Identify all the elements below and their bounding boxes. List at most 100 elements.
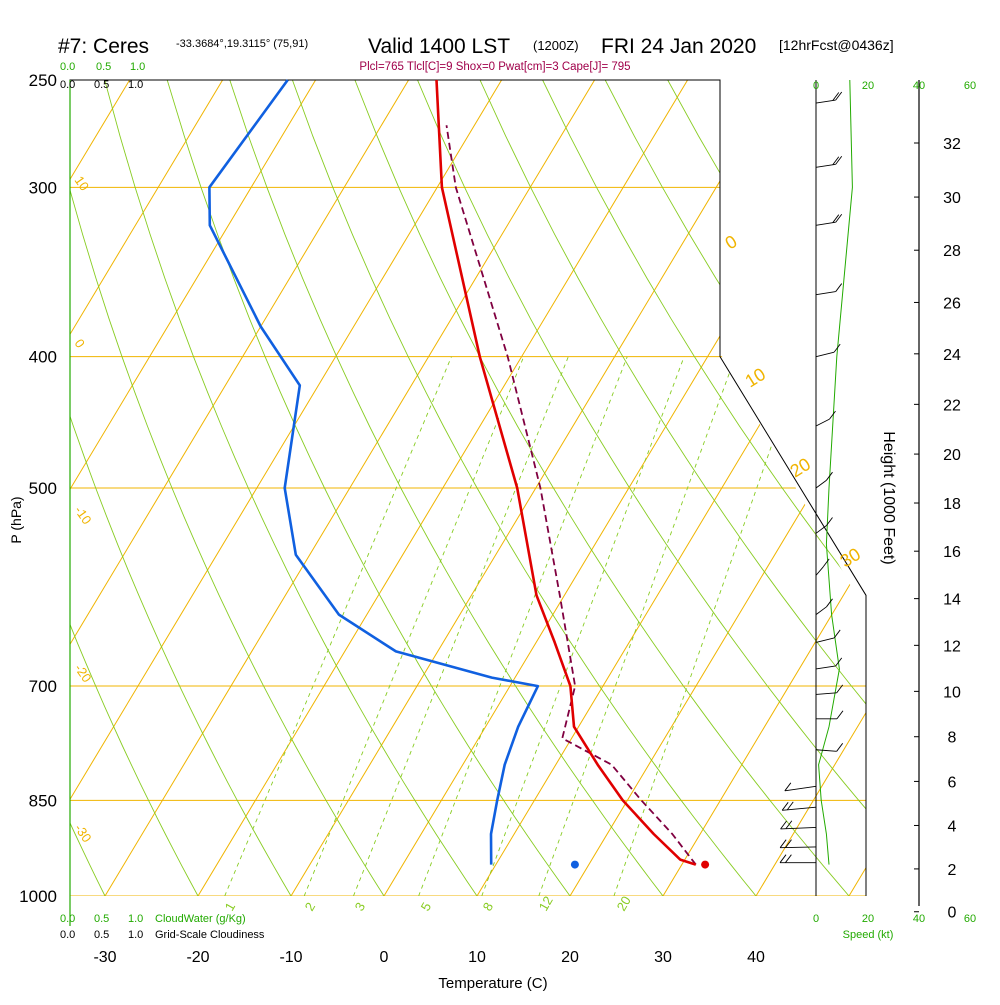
cloud-scale-bottom-green-1: 0.5 (94, 913, 109, 925)
temp-tick--10: -10 (279, 949, 302, 966)
mixing-label-20: 20 (614, 893, 634, 913)
wind-barb-flag-8-0 (822, 558, 830, 568)
temp-tick-10: 10 (468, 949, 486, 966)
speed-scale-bottom-40: 40 (913, 913, 925, 925)
speed-scale-bottom-20: 20 (862, 913, 874, 925)
wind-barb-flag-15-0 (784, 782, 792, 792)
pressure-tick-850: 850 (29, 791, 57, 810)
isotherm--60 (70, 80, 317, 896)
wind-barb-9 (815, 606, 827, 615)
height-label-24: 24 (943, 347, 961, 364)
parcel-trace (445, 125, 697, 866)
isotherm-label--30: -30 (72, 821, 95, 845)
mixing-line-5 (418, 356, 628, 896)
isotherm-label-0: 0 (72, 336, 88, 351)
isotherm--10 (290, 80, 782, 896)
wind-barb-flag-17-1 (785, 820, 793, 830)
dry-adiabat-130 (855, 80, 866, 896)
mixing-label-1: 1 (222, 900, 239, 914)
mixing-line-1 (224, 356, 452, 896)
wind-barb-10 (815, 637, 835, 643)
wind-barb-flag-6-0 (826, 471, 833, 481)
wind-barb-flag-9-0 (826, 598, 833, 608)
dry-adiabat-60 (417, 80, 866, 896)
pressure-tick-500: 500 (29, 479, 57, 498)
dry-adiabat--10 (70, 80, 292, 896)
pressure-tick-1000: 1000 (19, 887, 57, 906)
height-label-20: 20 (943, 447, 961, 464)
height-label-28: 28 (943, 243, 961, 260)
wind-barb-4 (815, 351, 835, 358)
speed-scale-top-40: 40 (913, 80, 925, 92)
height-label-32: 32 (943, 136, 961, 153)
surface-temperature-dot (701, 860, 710, 869)
isotherm--30 (104, 80, 596, 896)
isotherm--20 (197, 80, 689, 896)
valid-time: Valid 1400 LST (368, 35, 510, 58)
temp-tick-30: 30 (654, 949, 672, 966)
surface-dewpoint-dot (570, 860, 579, 869)
cloud-scale-bottom-black-2: 1.0 (128, 929, 143, 941)
mixing-line-3 (353, 356, 569, 896)
isotherm-label--10: -10 (72, 503, 95, 527)
dry-adiabat-80 (542, 80, 866, 896)
speed-scale-bottom-0: 0 (813, 913, 819, 925)
wind-barb-8 (815, 566, 824, 576)
zulu-time: (1200Z) (533, 38, 579, 53)
isotherm--70 (70, 80, 224, 896)
profiles (208, 79, 710, 869)
station-coords: -33.3684°,19.3115° (75,91) (176, 38, 308, 50)
cloudwater-label: CloudWater (g/Kg) (155, 913, 246, 925)
speed-scale-top-20: 20 (862, 80, 874, 92)
pressure-tick-400: 400 (29, 348, 57, 367)
wind-barb-17 (780, 826, 817, 830)
wind-barb-7 (815, 525, 827, 534)
wind-barb-flag-10-0 (833, 629, 841, 639)
height-label-8: 8 (948, 730, 957, 747)
height-label-2: 2 (948, 862, 957, 879)
wind-barb-11 (815, 665, 836, 670)
wind-barb-flag-13-0 (836, 710, 844, 720)
wind-barb-2 (815, 221, 836, 226)
mixing-label-2: 2 (302, 900, 319, 914)
cloud-scale-top-black-2: 1.0 (128, 79, 143, 91)
sounding-indices: Plcl=765 Tlcl[C]=9 Shox=0 Pwat[cm]=3 Cap… (359, 61, 630, 73)
speed-scale-top-60: 60 (964, 80, 976, 92)
dry-adiabat-50 (354, 80, 850, 896)
wind-barb-flag-19-1 (785, 854, 792, 863)
station-title: #7: Ceres (58, 35, 149, 58)
height-label-30: 30 (943, 190, 961, 207)
isotherm-40 (755, 80, 866, 896)
height-axis-title: Height (1000 Feet) (880, 431, 897, 564)
cloud-scale-top-green-1: 0.5 (96, 61, 111, 73)
wind-barb-flag-5-0 (829, 410, 836, 420)
pressure-tick-700: 700 (29, 677, 57, 696)
temp-tick-0: 0 (380, 949, 389, 966)
cloud-scale-bottom-black-1: 0.5 (94, 929, 109, 941)
isotherm-label--20: -20 (72, 661, 95, 685)
mixing-label-12: 12 (536, 893, 556, 913)
wind-barb-flag-16-1 (786, 801, 794, 811)
background-lines (70, 80, 866, 896)
isotherm-label-upper-10: 10 (742, 364, 770, 392)
forecast-run: [12hrFcst@0436z] (779, 37, 894, 53)
wind-barb-flag-3-0 (835, 283, 843, 292)
dry-adiabat-20 (166, 80, 571, 896)
wind-barb-5 (815, 418, 830, 427)
temperature-trace (435, 79, 697, 866)
height-label-12: 12 (943, 638, 961, 655)
wind-barb-flag-16-0 (781, 802, 789, 811)
wind-barb-18 (780, 846, 817, 849)
temp-tick--30: -30 (93, 949, 116, 966)
isotherm-10 (476, 80, 866, 896)
dry-adiabat--20 (70, 80, 199, 896)
pressure-tick-300: 300 (29, 178, 57, 197)
isotherm-label-upper-0: 0 (722, 231, 741, 253)
wind-barb-flag-18-1 (785, 839, 792, 848)
cloudiness-label: Grid-Scale Cloudiness (155, 929, 265, 941)
wind-barb-flag-12-0 (836, 684, 844, 694)
isotherm--50 (70, 80, 410, 896)
